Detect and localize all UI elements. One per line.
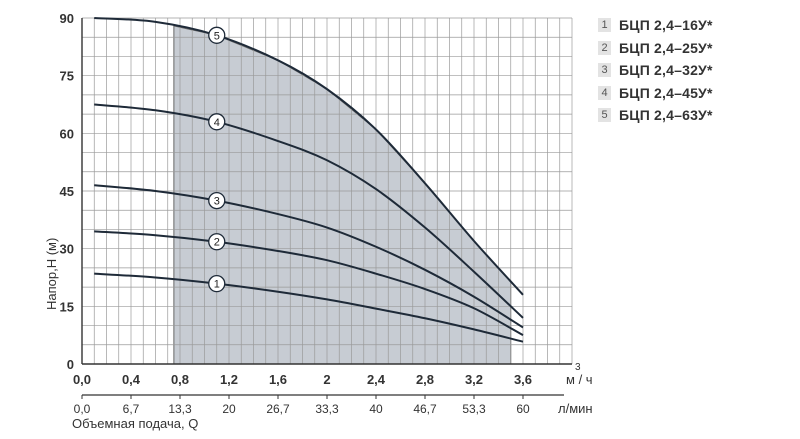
series-marker-3	[208, 191, 226, 210]
legend-label: БЦП 2,4–16У*	[619, 17, 713, 34]
legend-number: 4	[598, 85, 611, 100]
x-secondary-tick-label: 46,7	[413, 402, 437, 416]
series-marker-1	[208, 275, 226, 293]
series-marker-label-3: 3	[214, 196, 220, 208]
x-secondary-tick-label: 6,7	[123, 402, 140, 416]
x-unit-primary-sup: 3	[575, 362, 581, 373]
series-line-3	[94, 184, 524, 329]
legend-label: БЦП 2,4–25У*	[619, 39, 713, 56]
legend-label: БЦП 2,4–63У*	[619, 107, 713, 124]
operating-range-shade	[173, 25, 512, 365]
y-tick-label: 30	[60, 242, 74, 257]
y-tick-label: 45	[60, 184, 74, 199]
series-marker-label-2: 2	[214, 237, 220, 249]
x-secondary-tick-label: 0,0	[74, 402, 91, 416]
legend-label: БЦП 2,4–32У*	[619, 62, 713, 79]
y-axis-label: Напор,H (м)	[44, 238, 59, 310]
legend-item: 5 БЦП 2,4–63У*	[598, 104, 713, 127]
series-line-5	[94, 17, 524, 296]
y-tick-label: 60	[60, 126, 74, 141]
series-line-1	[94, 272, 524, 343]
series-marker-2	[208, 233, 226, 251]
series-marker-label-1: 1	[214, 279, 220, 291]
legend-item: 2 БЦП 2,4–25У*	[598, 37, 713, 60]
y-tick-label: 15	[60, 299, 74, 314]
x-tick-label: 0,8	[171, 372, 189, 387]
x-secondary-tick-label: 60	[516, 402, 530, 416]
legend-item: 4 БЦП 2,4–45У*	[598, 82, 713, 105]
x-secondary-tick-label: 40	[369, 402, 383, 416]
x-tick-label: 0,0	[73, 372, 91, 387]
series-marker-5	[208, 26, 226, 44]
legend-item: 3 БЦП 2,4–32У*	[598, 59, 713, 82]
x-tick-label: 2,8	[416, 372, 434, 387]
x-tick-label: 1,2	[220, 372, 238, 387]
x-tick-label: 3,2	[465, 372, 483, 387]
x-unit-secondary: л/мин	[558, 401, 593, 416]
x-tick-label: 1,6	[269, 372, 287, 387]
legend-number: 2	[598, 40, 611, 55]
x-secondary-tick-label: 53,3	[462, 402, 486, 416]
series-marker-label-4: 4	[214, 117, 220, 129]
legend-number: 3	[598, 63, 611, 78]
y-tick-label: 75	[60, 69, 74, 84]
legend-item: 1 БЦП 2,4–16У*	[598, 14, 713, 37]
y-tick-label: 0	[67, 357, 74, 372]
x-axis-label: Объемная подача, Q	[72, 416, 198, 431]
series-marker-label-5: 5	[214, 30, 220, 42]
legend-number: 1	[598, 18, 611, 33]
x-unit-primary: м / ч	[566, 372, 593, 387]
legend: 1 БЦП 2,4–16У* 2 БЦП 2,4–25У* 3 БЦП 2,4–…	[598, 14, 713, 127]
x-secondary-tick-label: 26,7	[266, 402, 290, 416]
series-line-2	[94, 230, 524, 337]
x-secondary-tick-label: 33,3	[315, 402, 339, 416]
x-secondary-tick-label: 20	[222, 402, 236, 416]
x-tick-label: 0,4	[122, 372, 141, 387]
series-line-4	[94, 103, 524, 319]
legend-label: БЦП 2,4–45У*	[619, 84, 713, 101]
x-tick-label: 3,6	[514, 372, 532, 387]
series-marker-4	[208, 113, 226, 131]
x-tick-label: 2,4	[367, 372, 386, 387]
x-tick-label: 2	[323, 372, 330, 387]
x-secondary-tick-label: 13,3	[168, 402, 192, 416]
legend-number: 5	[598, 108, 611, 123]
y-tick-label: 90	[60, 11, 74, 26]
